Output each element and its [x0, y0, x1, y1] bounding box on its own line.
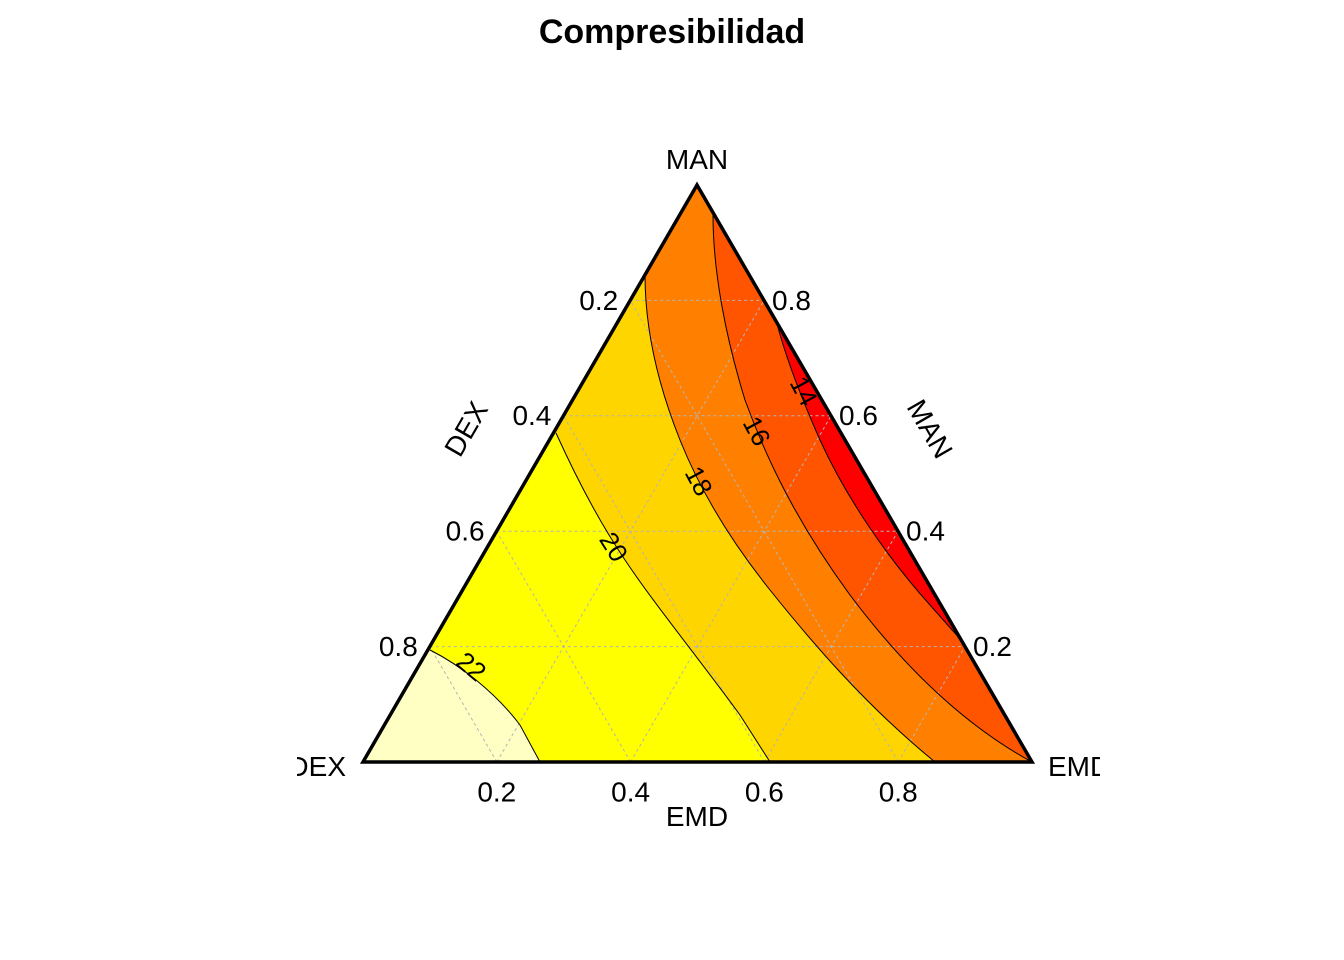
tick-label-dex: 0.4 — [512, 400, 551, 431]
axis-title-dex: DEX — [438, 396, 494, 462]
grid-line-emd — [897, 646, 966, 763]
tick-label-man: 0.2 — [973, 631, 1012, 662]
contour-line-22 — [429, 649, 541, 762]
contour-line-20 — [555, 432, 771, 762]
tick-label-emd: 0.8 — [879, 776, 918, 807]
tick-label-emd: 0.2 — [477, 776, 516, 807]
vertex-label-emd: EMD — [1048, 751, 1110, 782]
contour-line-16 — [712, 214, 1032, 762]
vertex-label-dex: DEX — [288, 751, 346, 782]
tick-label-dex: 0.6 — [446, 516, 485, 547]
axis-title-emd: EMD — [666, 801, 728, 832]
contour-line-18 — [644, 274, 936, 762]
tick-label-dex: 0.8 — [379, 631, 418, 662]
triangle-frame — [359, 181, 1036, 764]
contour-line-14 — [775, 319, 962, 641]
tick-label-man: 0.6 — [839, 400, 878, 431]
tick-label-emd: 0.6 — [745, 776, 784, 807]
grid-line-emd — [630, 415, 832, 763]
tick-label-man: 0.8 — [772, 285, 811, 316]
grid-lines — [429, 299, 966, 763]
tick-label-emd: 0.4 — [611, 776, 650, 807]
tick-labels: 0.2 0.4 0.6 0.8 0.8 0.6 0.4 0.2 0.2 0.4 0.6 0.8 — [379, 285, 1012, 808]
grid-line-emd — [763, 530, 899, 763]
region-20-22 — [363, 433, 770, 762]
tick-label-man: 0.4 — [906, 516, 945, 547]
grid-line-dex — [429, 646, 498, 763]
grid-line-dex — [562, 415, 765, 763]
grid-line-dex — [496, 530, 632, 763]
region-above-22 — [363, 650, 540, 762]
vertex-label-man: MAN — [666, 144, 728, 175]
axis-title-man: MAN — [901, 394, 959, 463]
vertex-labels: MAN DEX EMD — [288, 144, 1110, 782]
contour-lines — [429, 214, 1032, 762]
chart-title: Compresibilidad — [539, 13, 805, 51]
tick-label-dex: 0.2 — [579, 285, 618, 316]
